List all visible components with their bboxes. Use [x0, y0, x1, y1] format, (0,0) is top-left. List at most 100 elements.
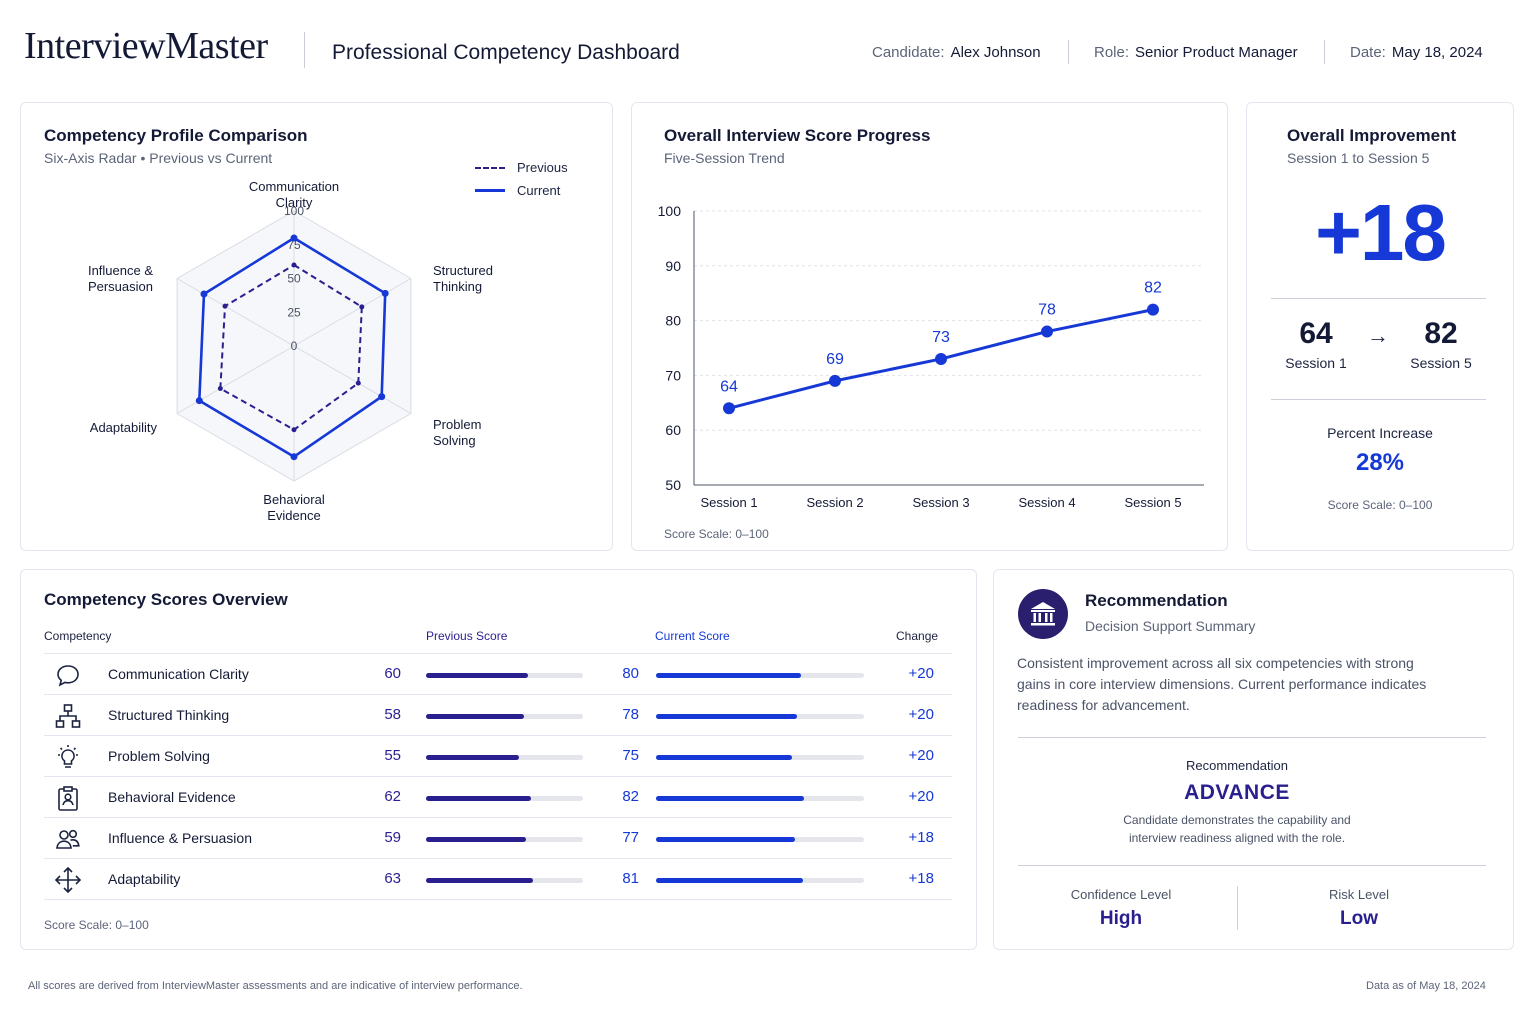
- score-data-label: 69: [826, 351, 844, 368]
- y-tick-label: 70: [665, 367, 681, 383]
- score-change: +20: [908, 747, 934, 764]
- header-divider: [1068, 40, 1069, 64]
- current-score: 77: [622, 829, 639, 846]
- radar-point-current: [195, 397, 203, 405]
- improvement-title: Overall Improvement: [1287, 126, 1457, 145]
- recommendation-title: Recommendation: [1085, 591, 1228, 610]
- score-point: [1041, 325, 1053, 338]
- score-change: +18: [908, 829, 934, 846]
- divider: [1018, 865, 1486, 866]
- improvement-card: Overall Improvement Session 1 to Session…: [1246, 102, 1514, 551]
- current-score-bar: [656, 837, 864, 842]
- role-meta: Role: Senior Product Manager: [1094, 44, 1298, 61]
- radar-point-previous: [355, 380, 361, 386]
- role-value: Senior Product Manager: [1135, 44, 1298, 61]
- table-row[interactable]: Influence & Persuasion 59 77 +18: [44, 817, 952, 858]
- radar-spoke: [293, 278, 412, 347]
- y-tick-label: 60: [665, 422, 681, 438]
- previous-score-bar-fill: [426, 878, 533, 883]
- previous-score: 55: [384, 747, 401, 764]
- radar-axis-label: Thinking: [433, 279, 482, 294]
- app-logo[interactable]: InterviewMaster: [24, 25, 268, 67]
- radar-tick-label: 0: [291, 339, 298, 353]
- y-tick-label: 90: [665, 258, 681, 274]
- move-arrows-icon: [54, 866, 82, 894]
- score-change: +20: [908, 788, 934, 805]
- hierarchy-icon: [55, 704, 81, 728]
- risk-label: Risk Level: [1329, 887, 1389, 902]
- rec-label: Recommendation: [1186, 758, 1288, 773]
- radar-point-current: [290, 234, 298, 242]
- candidate-label: Candidate:: [872, 44, 945, 61]
- legend-current-swatch: [475, 189, 505, 192]
- previous-score-bar-fill: [426, 837, 526, 842]
- legend-current: Current: [475, 179, 568, 202]
- radar-point-previous: [217, 386, 223, 392]
- risk-value: Low: [1340, 908, 1378, 929]
- scores-footnote: Score Scale: 0–100: [44, 918, 149, 932]
- recommendation-summary: Consistent improvement across all six co…: [1017, 655, 1427, 713]
- previous-score-bar: [426, 837, 583, 842]
- radar-point-previous: [291, 427, 297, 433]
- radar-axis-label: Persuasion: [88, 279, 153, 294]
- current-score: 75: [622, 747, 639, 764]
- score-change: +18: [908, 870, 934, 887]
- table-row[interactable]: Structured Thinking 58 78 +20: [44, 694, 952, 735]
- header: InterviewMaster Professional Competency …: [0, 0, 1536, 100]
- radar-tick-label: 50: [287, 272, 301, 286]
- rec-note-line1: Candidate demonstrates the capability an…: [1123, 813, 1351, 827]
- radar-point-current: [378, 393, 386, 401]
- competency-name: Behavioral Evidence: [108, 789, 236, 805]
- competency-name: Adaptability: [108, 871, 181, 887]
- score-data-label: 64: [720, 378, 738, 395]
- radar-card: Competency Profile Comparison Six-Axis R…: [20, 102, 613, 551]
- divider: [1271, 399, 1486, 400]
- previous-score-bar: [426, 878, 583, 883]
- competency-name: Problem Solving: [108, 748, 210, 764]
- previous-score-bar: [426, 714, 583, 719]
- previous-score: 60: [384, 665, 401, 682]
- divider: [1018, 737, 1486, 738]
- y-tick-label: 80: [665, 313, 681, 329]
- session5-label: Session 5: [1410, 355, 1472, 371]
- date-value: May 18, 2024: [1391, 44, 1483, 61]
- col-previous: Previous Score: [426, 629, 508, 643]
- legend-previous-label: Previous: [517, 160, 568, 175]
- score-change: +20: [908, 665, 934, 682]
- improvement-subtitle: Session 1 to Session 5: [1287, 150, 1430, 166]
- previous-score-bar: [426, 673, 583, 678]
- radar-axis-label: Influence &: [88, 263, 153, 278]
- radar-point-previous: [291, 262, 297, 268]
- radar-axis-label: Behavioral: [263, 492, 325, 507]
- current-score-bar: [656, 878, 864, 883]
- current-score-bar-fill: [656, 673, 801, 678]
- x-tick-label: Session 5: [1124, 495, 1181, 510]
- previous-score-bar: [426, 755, 583, 760]
- competency-name: Structured Thinking: [108, 707, 230, 723]
- radar-axis-label: Communication: [249, 179, 339, 194]
- competency-name: Communication Clarity: [108, 666, 249, 682]
- table-row[interactable]: Problem Solving 55 75 +20: [44, 735, 952, 776]
- radar-point-current: [200, 290, 208, 298]
- previous-score: 63: [384, 870, 401, 887]
- score-change: +20: [908, 706, 934, 723]
- radar-spoke: [176, 278, 295, 347]
- footer-disclaimer: All scores are derived from InterviewMas…: [28, 980, 523, 992]
- progress-line-chart: 50 60 70 80 90 100 Session 1 Session 2 Session 3…: [658, 203, 1204, 510]
- divider: [1271, 298, 1486, 299]
- current-score-bar: [656, 673, 864, 678]
- current-score-bar: [656, 714, 864, 719]
- competency-name: Influence & Persuasion: [108, 830, 252, 846]
- radar-point-previous: [222, 303, 228, 309]
- recommendation-subtitle: Decision Support Summary: [1085, 618, 1256, 634]
- table-row[interactable]: Adaptability 63 81 +18: [44, 858, 952, 899]
- radar-axis-label: Problem: [433, 417, 481, 432]
- radar-point-previous: [359, 304, 365, 310]
- col-competency: Competency: [44, 629, 112, 643]
- current-score-bar-fill: [656, 755, 792, 760]
- table-row[interactable]: Behavioral Evidence 62 82 +20: [44, 776, 952, 817]
- table-row[interactable]: Communication Clarity 60 80 +20: [44, 653, 952, 694]
- score-data-label: 78: [1038, 302, 1056, 319]
- radar-legend: Previous Current: [475, 156, 568, 202]
- y-tick-label: 100: [658, 203, 682, 219]
